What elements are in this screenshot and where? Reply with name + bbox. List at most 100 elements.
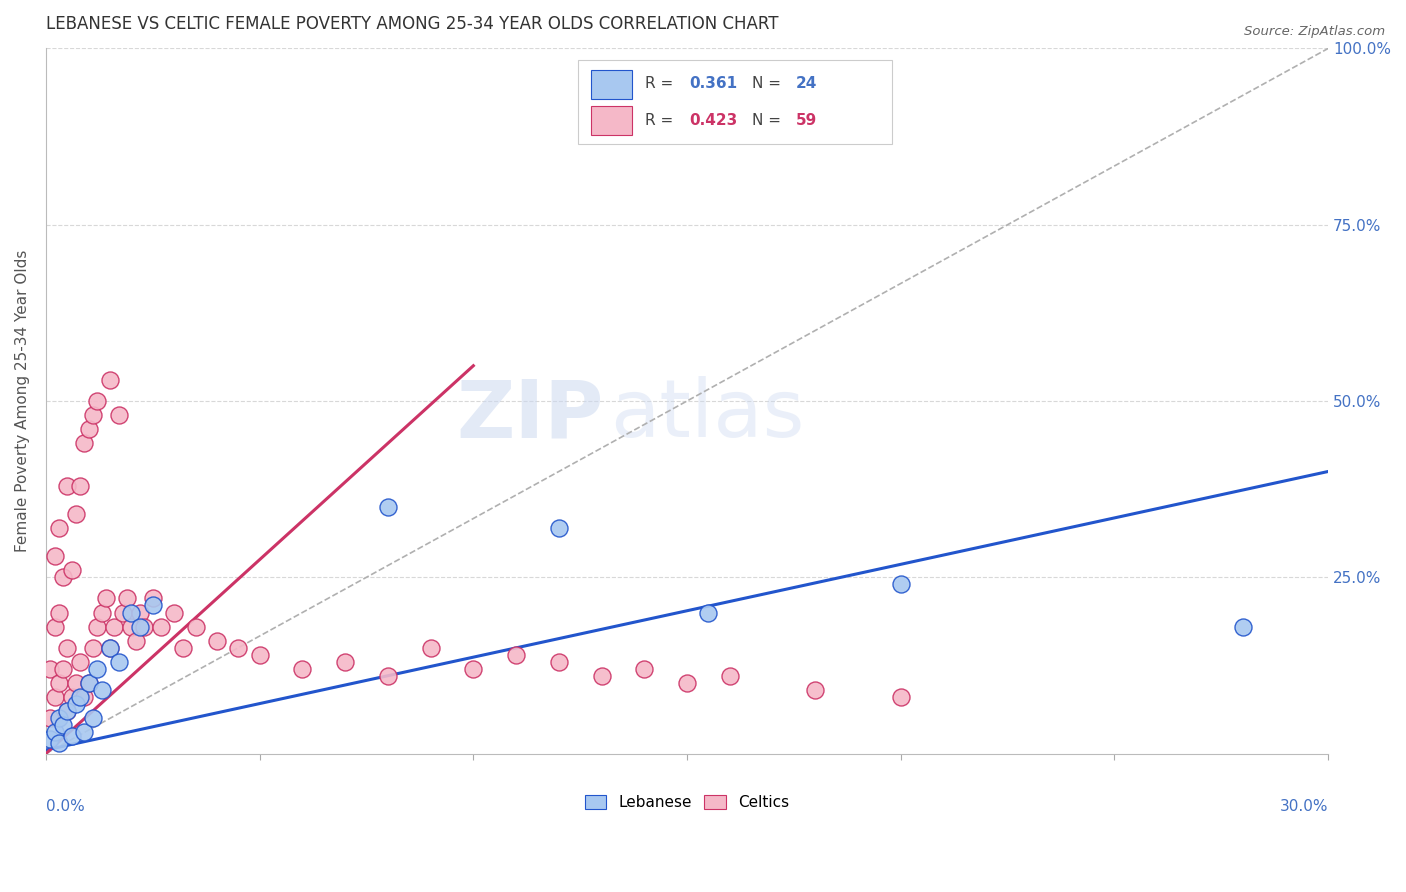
Text: Source: ZipAtlas.com: Source: ZipAtlas.com [1244,25,1385,38]
Text: 0.361: 0.361 [689,76,738,91]
Point [52,718,75,732]
Point [890,690,912,705]
Point [82,640,104,655]
Point [39,662,62,676]
Point [150,619,173,633]
Text: 0.0%: 0.0% [46,799,84,814]
Point [129,619,152,633]
Point [676,676,699,690]
Point [52,662,75,676]
Point [65,697,87,711]
Point [44,725,66,739]
Point [142,591,165,606]
Point [69,478,91,492]
Point [115,591,138,606]
Point [125,633,148,648]
Point [56,640,79,655]
Point [39,732,62,747]
Point [52,570,75,584]
Point [44,690,66,705]
Text: N =: N = [752,113,786,128]
Point [48,711,70,725]
Legend: Lebanese, Celtics: Lebanese, Celtics [579,789,796,816]
Point [120,619,142,633]
Text: 24: 24 [796,76,817,91]
Point [60,729,83,743]
Point [98,640,121,655]
Point [633,662,655,676]
Point [463,662,485,676]
Point [249,648,271,662]
Point [94,591,117,606]
Point [333,655,356,669]
FancyBboxPatch shape [591,70,631,99]
FancyBboxPatch shape [591,105,631,136]
Point [90,683,112,698]
FancyBboxPatch shape [578,61,893,144]
Point [60,690,83,705]
Point [103,619,125,633]
Point [1232,619,1254,633]
Point [134,619,156,633]
Point [44,549,66,563]
Point [82,711,104,725]
Point [111,606,134,620]
Point [77,676,100,690]
Point [73,725,96,739]
Point [77,422,100,436]
Point [419,640,441,655]
Point [377,669,399,683]
Point [90,606,112,620]
Point [547,655,569,669]
Point [172,640,194,655]
Y-axis label: Female Poverty Among 25-34 Year Olds: Female Poverty Among 25-34 Year Olds [15,250,30,552]
Point [205,633,228,648]
Point [890,577,912,591]
Text: N =: N = [752,76,786,91]
Point [56,704,79,718]
Point [547,521,569,535]
Point [48,736,70,750]
Text: 0.423: 0.423 [689,113,738,128]
Point [44,619,66,633]
Point [65,676,87,690]
Point [505,648,527,662]
Text: atlas: atlas [610,376,804,454]
Point [377,500,399,514]
Point [48,606,70,620]
Point [86,662,108,676]
Point [65,507,87,521]
Point [73,436,96,450]
Point [163,606,186,620]
Point [48,521,70,535]
Point [291,662,314,676]
Point [56,478,79,492]
Point [804,683,827,698]
Point [56,704,79,718]
Point [107,408,129,422]
Point [73,690,96,705]
Point [86,619,108,633]
Point [69,690,91,705]
Point [697,606,720,620]
Point [82,408,104,422]
Point [98,373,121,387]
Point [77,676,100,690]
Text: ZIP: ZIP [457,376,603,454]
Point [48,676,70,690]
Point [107,655,129,669]
Point [60,563,83,577]
Text: LEBANESE VS CELTIC FEMALE POVERTY AMONG 25-34 YEAR OLDS CORRELATION CHART: LEBANESE VS CELTIC FEMALE POVERTY AMONG … [46,15,779,33]
Point [39,711,62,725]
Text: R =: R = [645,76,678,91]
Point [69,655,91,669]
Point [129,606,152,620]
Text: R =: R = [645,113,678,128]
Text: 59: 59 [796,113,817,128]
Point [86,394,108,409]
Point [591,669,613,683]
Point [98,640,121,655]
Point [142,599,165,613]
Point [226,640,249,655]
Text: 30.0%: 30.0% [1279,799,1329,814]
